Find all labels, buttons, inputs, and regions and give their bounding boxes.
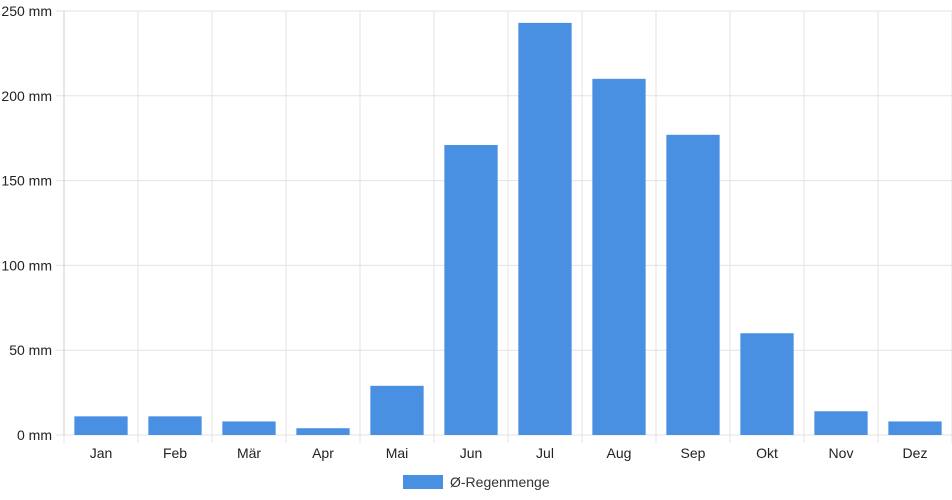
x-tick-label: Feb — [163, 445, 187, 461]
bar-nov[interactable] — [814, 411, 868, 435]
x-tick-label: Jun — [460, 445, 483, 461]
bar-apr[interactable] — [296, 428, 350, 435]
legend-label[interactable]: Ø-Regenmenge — [450, 474, 550, 490]
y-tick-label: 250 mm — [1, 3, 52, 19]
x-tick-label: Apr — [312, 445, 334, 461]
bar-feb[interactable] — [148, 416, 202, 435]
x-tick-label: Okt — [756, 445, 778, 461]
x-tick-label: Mai — [386, 445, 409, 461]
x-tick-label: Jul — [536, 445, 554, 461]
x-tick-label: Sep — [681, 445, 706, 461]
bar-jun[interactable] — [444, 144, 498, 435]
y-tick-label: 100 mm — [1, 257, 52, 273]
bar-mär[interactable] — [222, 421, 276, 435]
bar-jan[interactable] — [74, 416, 128, 435]
y-tick-label: 150 mm — [1, 173, 52, 189]
y-tick-label: 0 mm — [17, 427, 52, 443]
x-tick-label: Aug — [607, 445, 632, 461]
y-tick-label: 50 mm — [9, 342, 52, 358]
bar-okt[interactable] — [740, 333, 794, 435]
bar-dez[interactable] — [888, 421, 942, 435]
axis-layer: 0 mm 50 mm 100 mm 150 mm 200 mm 250 mm Jan Feb M… — [1, 3, 927, 461]
grid-layer — [56, 10, 952, 443]
x-tick-label: Nov — [829, 445, 854, 461]
bar-sep[interactable] — [666, 134, 720, 436]
x-tick-label: Dez — [903, 445, 928, 461]
bar-aug[interactable] — [592, 78, 646, 435]
x-tick-label: Jan — [90, 445, 113, 461]
bar-layer — [74, 22, 942, 436]
x-tick-label: Mär — [237, 445, 261, 461]
bar-jul[interactable] — [518, 22, 572, 435]
legend[interactable]: Ø-Regenmenge — [403, 474, 550, 490]
legend-swatch[interactable] — [403, 475, 443, 489]
y-tick-label: 200 mm — [1, 88, 52, 104]
bar-mai[interactable] — [370, 385, 424, 435]
